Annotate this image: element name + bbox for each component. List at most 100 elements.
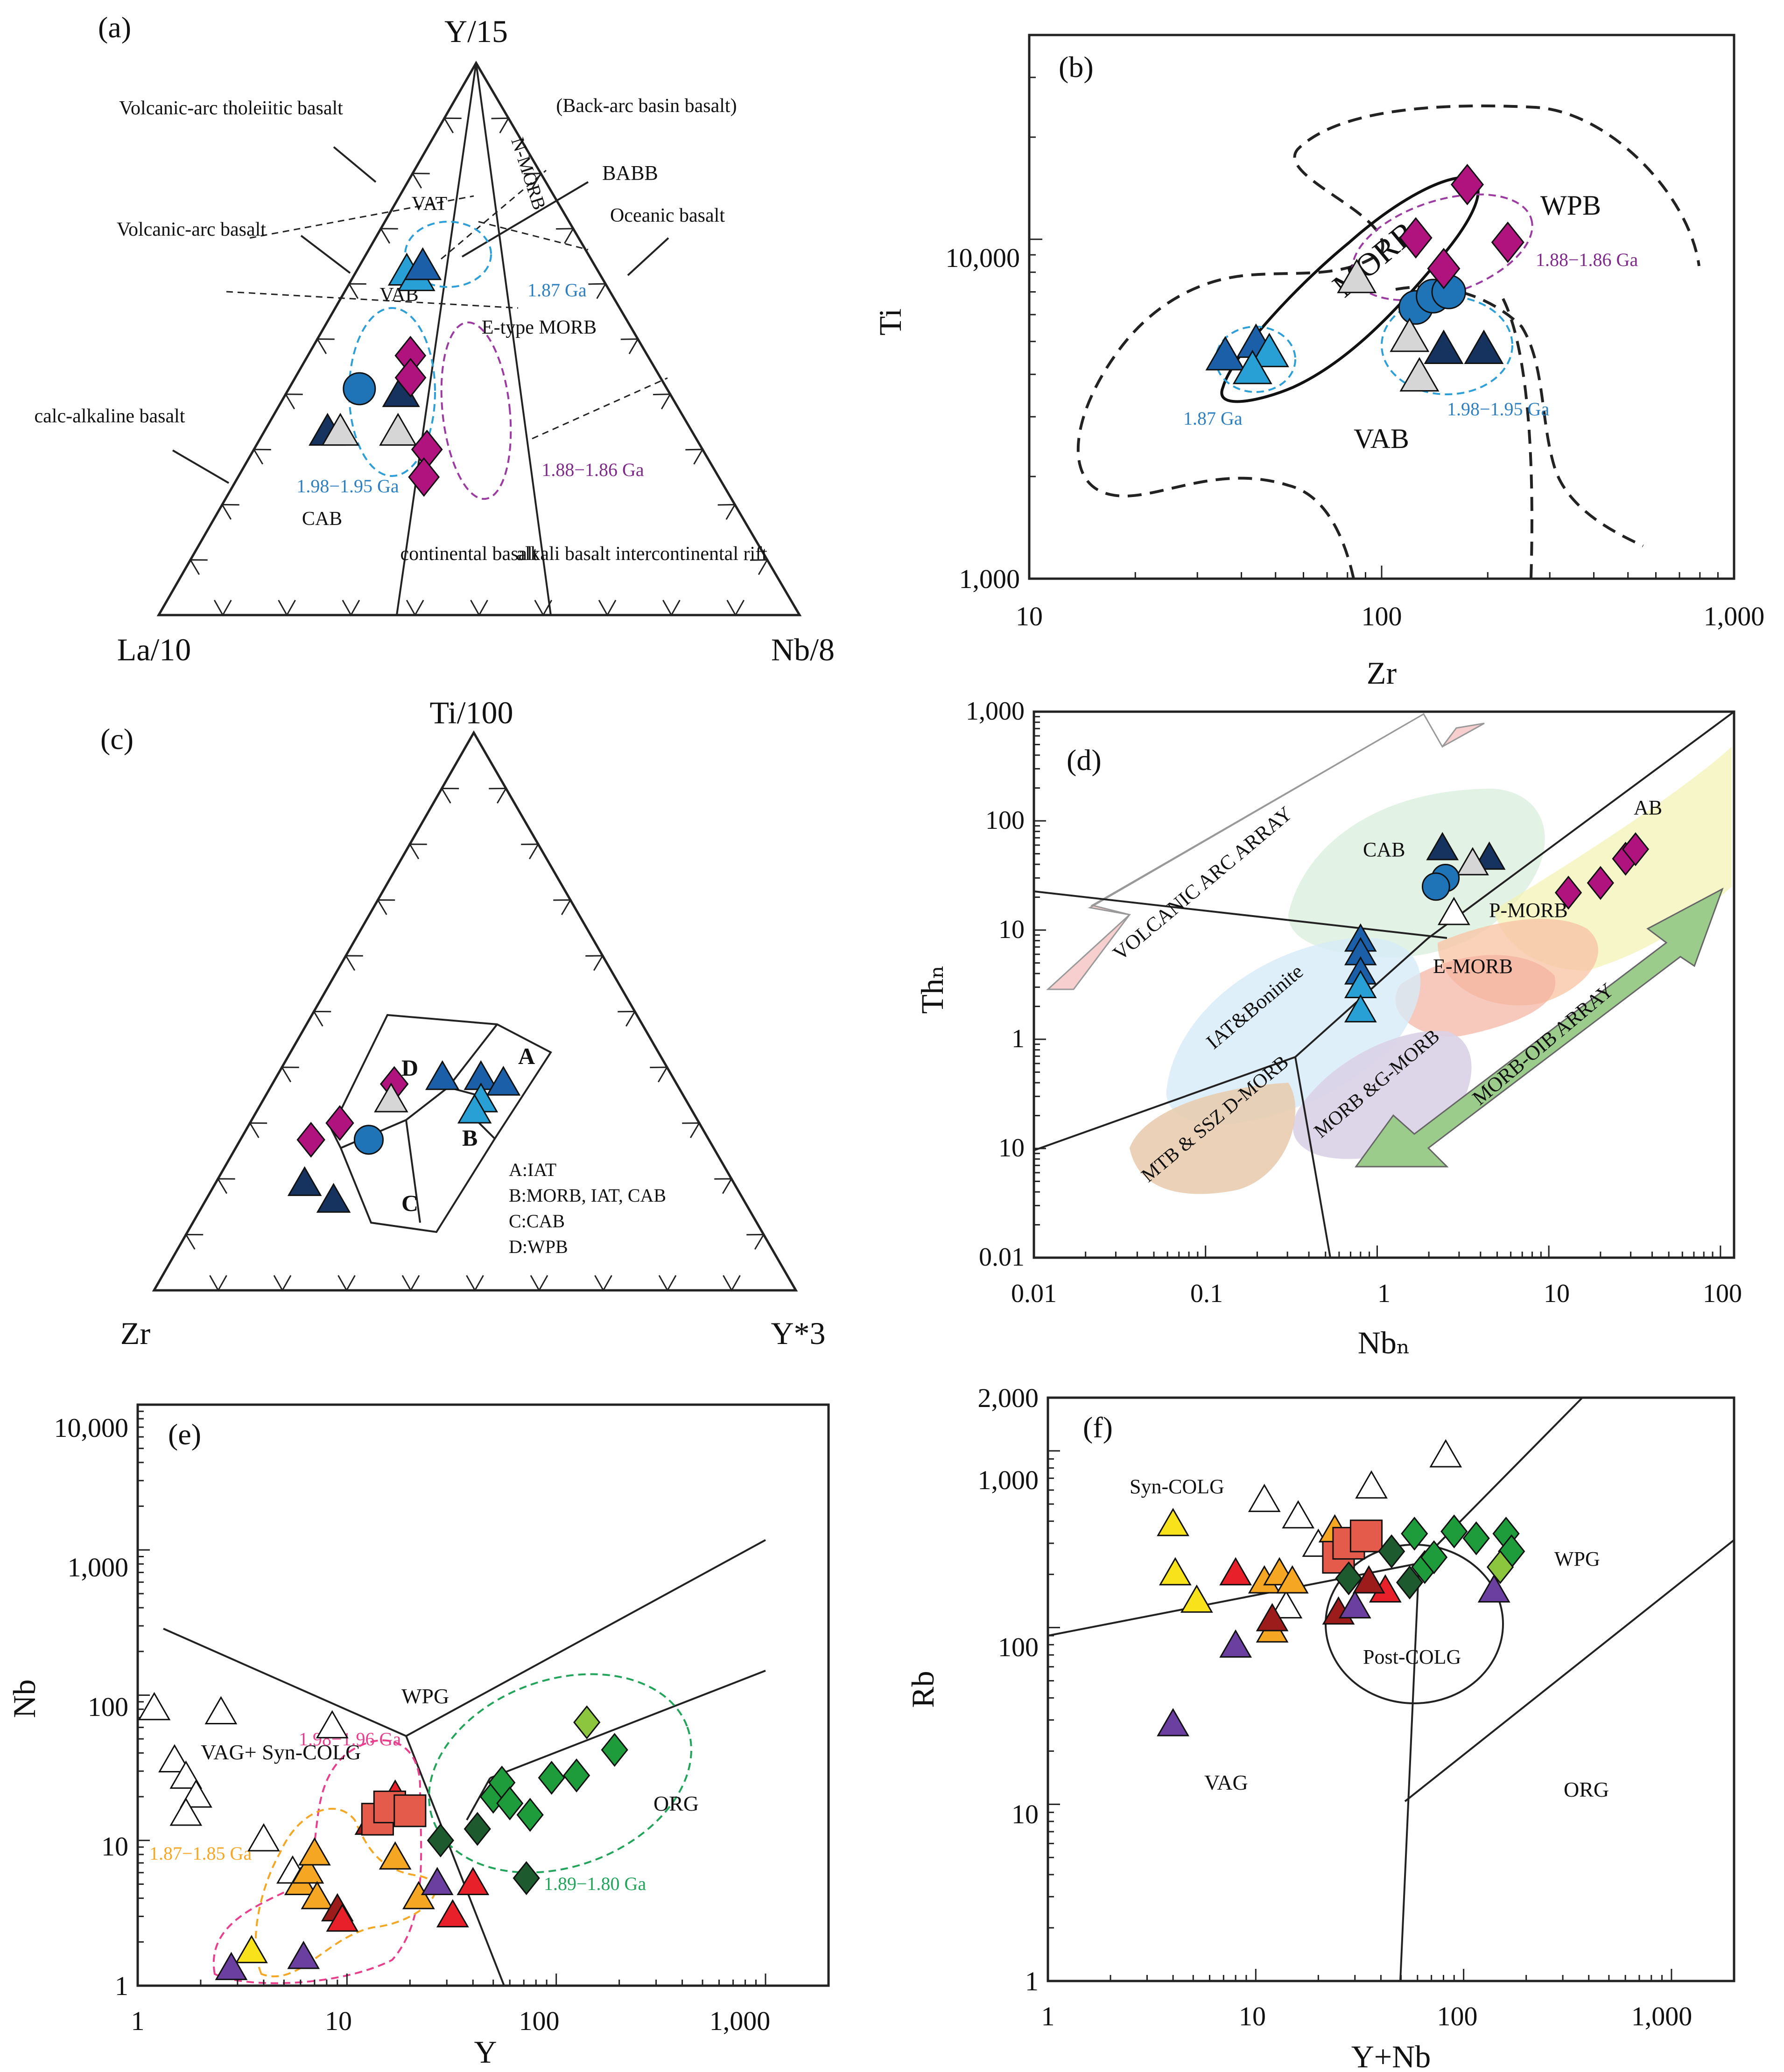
panel-e-label: (e) <box>168 1418 201 1451</box>
apex-a-right: Nb/8 <box>771 632 835 667</box>
axis-b-ylabel: Ti <box>872 308 908 336</box>
point-b-0 <box>1205 336 1245 371</box>
point-b-2 <box>1249 333 1289 367</box>
point-e-8 <box>316 1710 349 1739</box>
tick-d-y-3: 10 <box>998 915 1025 944</box>
point-e-1 <box>158 1744 191 1773</box>
ternary-a-tick-r-3 <box>685 448 704 465</box>
tick-d-y-5: 1,000 <box>966 697 1025 726</box>
tick-f-y-2: 100 <box>998 1632 1039 1662</box>
field-b-morb <box>1220 175 1480 403</box>
arrow-d-volcanic <box>1046 713 1485 990</box>
line-f-3 <box>1404 1539 1735 1802</box>
field-f-vag: VAG <box>1204 1771 1248 1794</box>
point-f-31 <box>1420 1540 1448 1575</box>
ternary-c-tick-b-2 <box>273 1275 292 1292</box>
point-f-2 <box>1355 1470 1388 1499</box>
point-f-19 <box>1219 1629 1252 1658</box>
field-b-inner-dash <box>1395 285 1644 547</box>
point-a-9 <box>394 357 427 398</box>
line-d-3 <box>1294 1057 1331 1258</box>
point-e-23 <box>436 1899 469 1928</box>
ternary-a-tick-l-9 <box>189 559 208 575</box>
point-b-14 <box>1450 164 1484 205</box>
point-c-11 <box>316 1183 351 1213</box>
field-c-b: B <box>462 1125 478 1151</box>
point-b-13 <box>1427 248 1461 289</box>
ternary-c-tick-b-7 <box>594 1275 612 1292</box>
point-e-34 <box>516 1798 544 1832</box>
ternary-a-tick-l-4 <box>348 283 366 299</box>
tick-b-y-1: 10,000 <box>946 243 1020 273</box>
ternary-a-tick-r-1 <box>750 559 769 575</box>
ternary-a-tick-l-5 <box>316 338 335 354</box>
point-d-12 <box>1587 866 1614 900</box>
point-e-5 <box>204 1696 238 1724</box>
ternary-a-tick-b-5 <box>470 600 488 617</box>
point-d-11 <box>1554 875 1582 910</box>
field-a-ob: Oceanic basalt <box>610 205 725 226</box>
ternary-c-tick-r-2 <box>714 1178 733 1194</box>
ternary-c-tick-l-1 <box>440 787 459 804</box>
tick-e-x-2: 100 <box>519 2006 560 2036</box>
ternary-a-tick-r-5 <box>620 338 639 354</box>
annot-a-198: 1.98−1.95 Ga <box>296 476 399 497</box>
point-e-6 <box>247 1823 280 1852</box>
ternary-c-tick-l-3 <box>376 899 395 915</box>
tick-d-x-4: 100 <box>1703 1279 1742 1308</box>
panel-c-ternary: (c) Ti/100 Zr Y*3 A B C D A:IAT B:MORB, … <box>100 695 826 1351</box>
field-d-pmorb-label: P-MORB <box>1489 899 1568 922</box>
ternary-a-tick-r-8 <box>523 173 542 189</box>
point-c-10 <box>287 1166 322 1196</box>
field-c-a: A <box>518 1043 535 1069</box>
field-a-continental: continental basalt <box>400 543 538 565</box>
field-c-c: C <box>401 1190 418 1216</box>
point-b-11 <box>1464 329 1504 364</box>
arrow-a-vat <box>333 146 377 183</box>
ternary-a-tick-r-2 <box>717 504 737 520</box>
ternary-a-tick-r-9 <box>491 117 510 133</box>
axis-f-ylabel: Rb <box>905 1671 941 1708</box>
ternary-c-tick-b-5 <box>466 1275 484 1292</box>
ternary-a-tick-b-8 <box>662 600 681 617</box>
point-e-37 <box>573 1705 601 1740</box>
point-f-8 <box>1180 1584 1213 1613</box>
legend-c-3: D:WPB <box>509 1236 568 1257</box>
ternary-a-tick-b-3 <box>342 600 360 617</box>
point-d-14 <box>1622 832 1650 867</box>
point-e-22 <box>421 1867 454 1896</box>
tick-e-x-0: 1 <box>131 2006 145 2036</box>
panel-f-label: (f) <box>1083 1411 1113 1444</box>
dash-a-5 <box>441 169 547 260</box>
field-b-outer-dash <box>1076 104 1700 579</box>
point-f-0 <box>1248 1484 1281 1512</box>
axes-d-frame <box>1032 710 1735 1259</box>
annot-b-187: 1.87 Ga <box>1183 408 1243 429</box>
field-c-div-4 <box>405 1120 421 1223</box>
axis-d-xlabel: Nbₙ <box>1358 1325 1411 1360</box>
field-d-cab-label: CAB <box>1363 838 1405 861</box>
tick-d-x-1: 0.1 <box>1190 1279 1223 1308</box>
panel-b-label: (b) <box>1059 50 1094 84</box>
tick-f-x-1: 10 <box>1239 2001 1266 2031</box>
point-f-7 <box>1159 1557 1192 1586</box>
point-c-9 <box>374 1082 408 1113</box>
ternary-a-tick-r-4 <box>653 393 672 410</box>
field-e-vag: VAG+ Syn-COLG <box>201 1740 361 1764</box>
point-e-15 <box>301 1881 334 1910</box>
arrow-a-cab <box>172 449 230 484</box>
axis-e-ylabel: Nb <box>7 1679 42 1718</box>
point-e-16 <box>379 1841 412 1870</box>
point-f-1 <box>1282 1500 1315 1529</box>
ternary-c-tick-l-7 <box>248 1122 267 1138</box>
point-d-4 <box>1344 994 1377 1022</box>
ternary-c-frame <box>152 730 798 1292</box>
line-e-4 <box>466 1778 491 1820</box>
tick-d-y-0: 0.01 <box>979 1243 1025 1272</box>
apex-c-left: Zr <box>120 1316 151 1351</box>
tick-e-x-3: 1,000 <box>709 2006 771 2036</box>
point-a-6 <box>321 413 359 446</box>
point-e-10 <box>215 1952 248 1981</box>
ternary-a-tick-l-7 <box>253 448 271 465</box>
